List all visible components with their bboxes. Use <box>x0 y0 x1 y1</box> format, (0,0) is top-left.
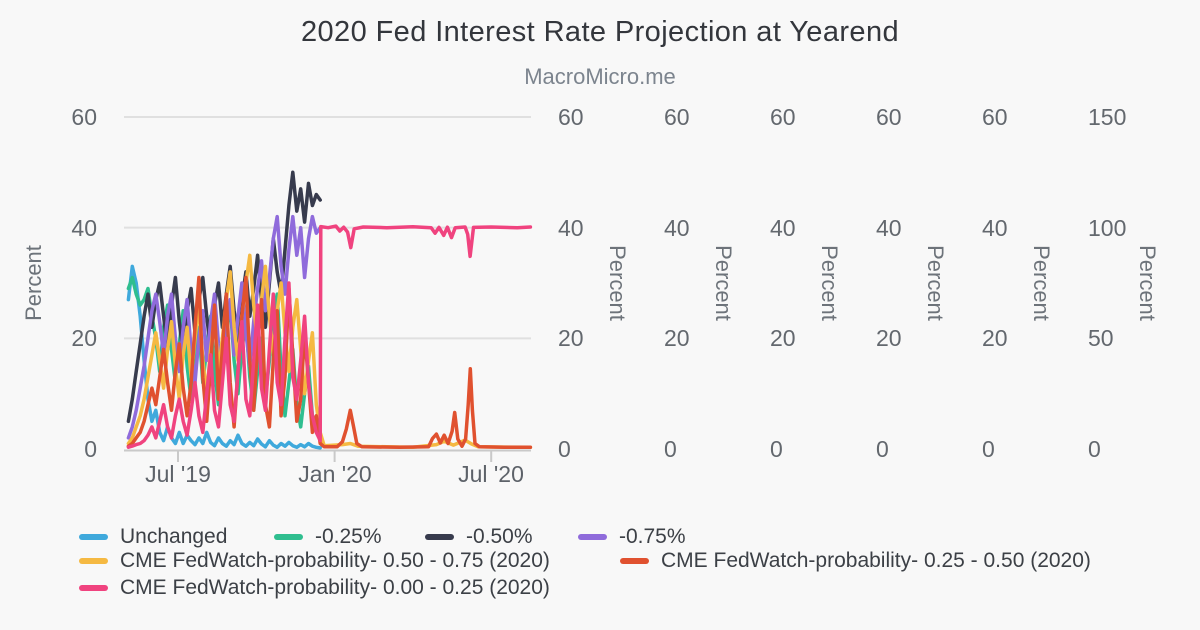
y-axis-left-tick: 20 <box>71 325 97 351</box>
y-axis-right-3-title: Percent <box>817 245 842 321</box>
legend-swatch-minus-075 <box>578 534 607 540</box>
legend-swatch-unchanged <box>79 534 108 540</box>
chart-title: 2020 Fed Interest Rate Projection at Yea… <box>301 16 899 48</box>
y-axis-left-tick: 60 <box>71 104 97 130</box>
legend-swatch-fedwatch-000-025 <box>79 585 108 591</box>
y-axis-left-title: Percent <box>21 245 46 321</box>
legend-swatch-minus-050 <box>425 534 454 540</box>
y-axis-right-5-tick: 20 <box>982 325 1008 351</box>
y-axis-right-6-tick: 100 <box>1088 215 1127 241</box>
x-axis-tick-jul19: Jul '19 <box>145 461 211 487</box>
y-axis-right-1-tick: 40 <box>558 215 584 241</box>
y-axis-right-4-tick: 0 <box>876 436 889 462</box>
y-axis-right-4-tick: 20 <box>876 325 902 351</box>
legend-item-minus-050: -0.50% <box>425 526 533 548</box>
legend-item-minus-025: -0.25% <box>274 526 382 548</box>
y-axis-right-4-title: Percent <box>923 245 948 321</box>
legend-swatch-minus-025 <box>274 534 303 540</box>
y-axis-right-2-title: Percent <box>711 245 736 321</box>
y-axis-right-3-tick: 40 <box>770 215 796 241</box>
legend-label: -0.75% <box>619 525 686 548</box>
x-axis-tick-jul20: Jul '20 <box>458 461 524 487</box>
y-axis-right-5-tick: 60 <box>982 104 1008 130</box>
y-axis-right-2-tick: 0 <box>664 436 677 462</box>
legend-item-fedwatch-050-075: CME FedWatch-probability- 0.50 - 0.75 (2… <box>79 550 550 572</box>
y-axis-right-2-tick: 20 <box>664 325 690 351</box>
y-axis-left-tick: 40 <box>71 215 97 241</box>
y-axis-right-6-tick: 150 <box>1088 104 1127 130</box>
legend-label: -0.25% <box>315 525 382 548</box>
y-axis-right-5-tick: 40 <box>982 215 1008 241</box>
y-axis-right-3-tick: 20 <box>770 325 796 351</box>
y-axis-right-2-tick: 60 <box>664 104 690 130</box>
y-axis-right-5-tick: 0 <box>982 436 995 462</box>
x-axis-tick-jan20: Jan '20 <box>298 461 372 487</box>
y-axis-right-5-title: Percent <box>1029 245 1054 321</box>
legend-label: -0.50% <box>466 525 533 548</box>
legend-swatch-fedwatch-025-050 <box>620 558 649 564</box>
y-axis-right-6-tick: 50 <box>1088 325 1114 351</box>
legend-label: CME FedWatch-probability- 0.00 - 0.25 (2… <box>120 576 550 599</box>
legend-item-unchanged: Unchanged <box>79 526 227 548</box>
y-axis-right-3-tick: 0 <box>770 436 783 462</box>
y-axis-right-4-tick: 40 <box>876 215 902 241</box>
y-axis-right-3-tick: 60 <box>770 104 796 130</box>
legend-item-minus-075: -0.75% <box>578 526 686 548</box>
y-axis-right-1-tick: 20 <box>558 325 584 351</box>
legend-item-fedwatch-025-050: CME FedWatch-probability- 0.25 - 0.50 (2… <box>620 550 1091 572</box>
y-axis-right-2-tick: 40 <box>664 215 690 241</box>
legend-label: Unchanged <box>120 525 228 548</box>
legend-label: CME FedWatch-probability- 0.50 - 0.75 (2… <box>120 549 550 572</box>
y-axis-right-1-tick: 0 <box>558 436 571 462</box>
y-axis-left-tick: 0 <box>84 436 97 462</box>
y-axis-right-4-tick: 60 <box>876 104 902 130</box>
legend-swatch-fedwatch-050-075 <box>79 558 108 564</box>
y-axis-right-1-tick: 60 <box>558 104 584 130</box>
legend-item-fedwatch-000-025: CME FedWatch-probability- 0.00 - 0.25 (2… <box>79 577 550 599</box>
legend-label: CME FedWatch-probability- 0.25 - 0.50 (2… <box>661 549 1091 572</box>
chart-subtitle: MacroMicro.me <box>524 64 676 89</box>
y-axis-right-6-title: Percent <box>1135 245 1160 321</box>
y-axis-right-1-title: Percent <box>605 245 630 321</box>
y-axis-right-6-tick: 0 <box>1088 436 1101 462</box>
